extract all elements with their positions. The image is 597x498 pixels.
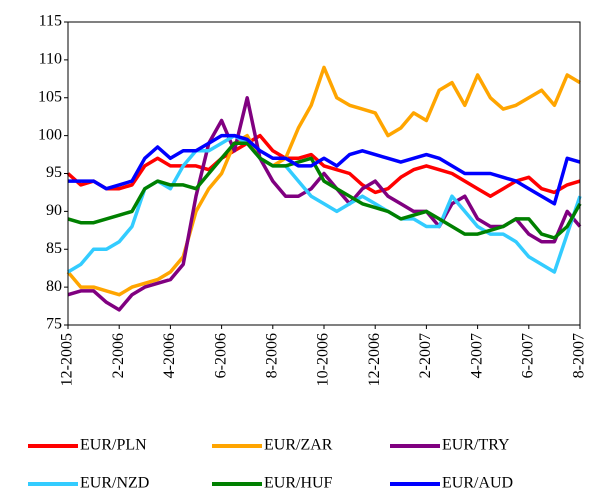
series-line [67,96,582,312]
x-tick-label: 2-2007 [417,333,434,378]
x-tick-label: 6-2006 [212,333,229,378]
x-tick-label: 4-2007 [468,333,485,378]
legend-label: EUR/TRY [442,437,510,454]
series-line [68,133,581,206]
series-line [66,65,581,297]
y-tick-label: 85 [46,240,62,257]
y-tick-label: 110 [39,51,62,68]
y-tick-label: 90 [46,202,62,219]
legend-label: EUR/NZD [80,475,149,492]
y-tick-label: 80 [46,278,62,295]
legend-label: EUR/HUF [264,475,333,492]
series-line [67,141,582,240]
legend-label: EUR/PLN [80,437,147,454]
y-tick-label: 100 [38,126,62,143]
legend-label: EUR/ZAR [264,437,333,454]
x-tick-label: 6-2007 [519,333,536,378]
plot-frame [67,21,581,326]
x-tick-label: 12-2005 [59,333,76,386]
series-line [66,133,581,198]
y-tick-label: 115 [39,13,62,30]
y-tick-label: 105 [38,88,62,105]
legend-label: EUR/AUD [442,475,513,492]
y-tick-label: 95 [46,164,62,181]
x-tick-label: 4-2006 [161,333,178,378]
x-tick-label: 8-2007 [571,333,588,378]
y-tick-label: 75 [46,316,62,333]
x-tick-label: 12-2006 [366,333,383,386]
x-tick-label: 8-2006 [263,333,280,378]
x-tick-label: 10-2006 [315,333,332,386]
x-tick-label: 2-2006 [110,333,127,378]
